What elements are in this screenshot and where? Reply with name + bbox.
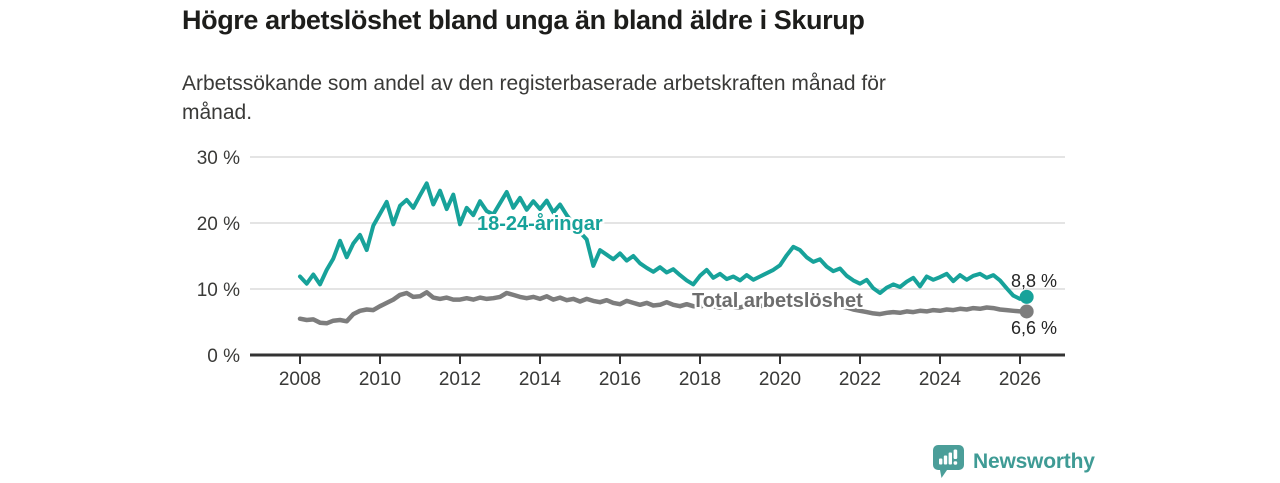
- x-axis-label-2014: 2014: [519, 369, 562, 390]
- series-label-total: Total arbetslöshet: [692, 290, 863, 312]
- x-axis-label-2020: 2020: [759, 369, 801, 390]
- chart-title: Högre arbetslöshet bland unga än bland ä…: [182, 5, 865, 35]
- x-axis-label-2016: 2016: [599, 369, 641, 390]
- end-value-label-total: 6,6 %: [1011, 318, 1058, 338]
- newsworthy-brand-link[interactable]: Newsworthy: [933, 445, 1095, 478]
- axis-group: [250, 353, 1065, 364]
- x-axis-label-2008: 2008: [279, 369, 321, 390]
- y-axis-label-10: 10 %: [197, 280, 240, 301]
- chart-subtitle: Arbetssökande som andel av den registerb…: [182, 69, 886, 127]
- series-line-young: [298, 181, 1029, 301]
- axis-labels-group: 0 % 10 % 20 % 30 % 2008 2010 2012 2014 2016 2018 2…: [197, 148, 1041, 390]
- x-axis-label-2010: 2010: [359, 369, 401, 390]
- x-axis-label-2024: 2024: [919, 369, 962, 390]
- series-label-young: 18-24-åringar: [477, 213, 603, 235]
- y-axis-label-0: 0 %: [207, 346, 240, 367]
- x-axis-label-2012: 2012: [439, 369, 481, 390]
- series-line-total: [297, 290, 1029, 326]
- gridlines-group: [250, 156, 1065, 290]
- y-axis-label-20: 20 %: [197, 214, 240, 235]
- x-axis-label-2026: 2026: [999, 369, 1041, 390]
- subtitle-line-1: Arbetssökande som andel av den registerb…: [182, 72, 886, 95]
- end-value-label-young: 8,8 %: [1011, 271, 1058, 291]
- x-axis-label-2018: 2018: [679, 369, 721, 390]
- newsworthy-brand-text: Newsworthy: [973, 449, 1095, 473]
- series-end-dot-total: [1019, 304, 1034, 319]
- subtitle-line-2: månad.: [182, 101, 253, 124]
- y-axis-label-30: 30 %: [197, 148, 240, 169]
- series-end-dot-young: [1019, 289, 1034, 304]
- x-axis-label-2022: 2022: [839, 369, 881, 390]
- series-group: [297, 181, 1034, 326]
- newsworthy-logo-icon: [933, 445, 964, 478]
